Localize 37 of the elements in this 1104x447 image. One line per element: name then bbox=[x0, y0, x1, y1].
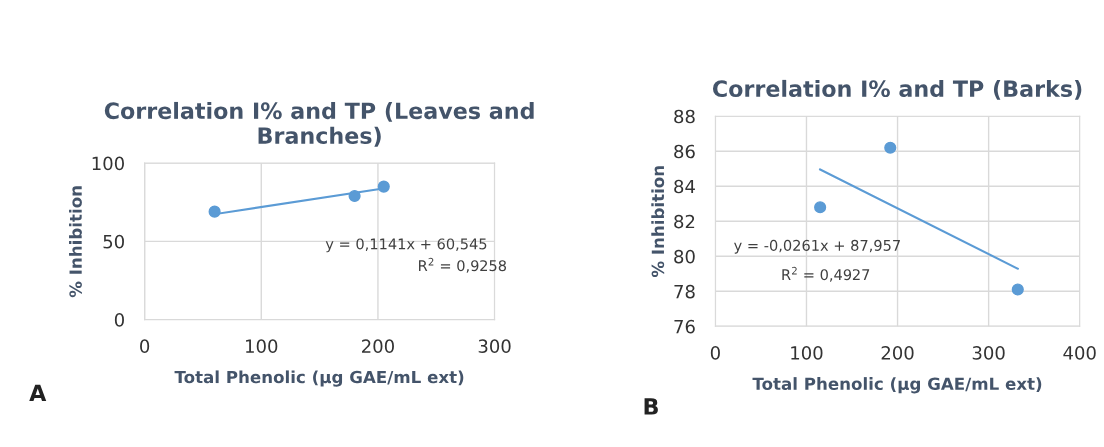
annotation: y = 0,1141x + 60,545 bbox=[325, 238, 487, 253]
x-tick-label: 100 bbox=[791, 346, 823, 360]
text: A bbox=[29, 384, 47, 401]
y-tick-label: 86 bbox=[674, 144, 695, 159]
x-tick-label: 0 bbox=[140, 339, 150, 354]
x-axis-title: Total Phenolic (µg GAE/mL ext) bbox=[174, 370, 464, 387]
y-tick-label: 76 bbox=[674, 319, 695, 334]
point bbox=[884, 141, 897, 154]
y-tick-label: 0 bbox=[114, 313, 124, 327]
y-axis-title: % Inhibition bbox=[651, 166, 665, 278]
point bbox=[377, 180, 390, 193]
annotation: y = -0,0261x + 87,957 bbox=[734, 239, 900, 254]
x-tick-label: 300 bbox=[478, 339, 511, 354]
x-tick-label: 100 bbox=[246, 339, 278, 354]
x-tick-label: 200 bbox=[881, 346, 914, 360]
y-tick-label: 84 bbox=[674, 179, 695, 194]
chart-title: Correlation I% and TP (Leaves and Branches) bbox=[104, 101, 534, 147]
x-tick-label: 0 bbox=[710, 346, 720, 360]
point bbox=[1011, 283, 1024, 296]
text: B bbox=[644, 398, 658, 415]
x-axis-title: Total Phenolic (µg GAE/mL ext) bbox=[752, 377, 1042, 394]
annotation: R$^{2}$ = 0,4927 bbox=[782, 266, 870, 282]
point bbox=[814, 201, 827, 214]
point bbox=[348, 189, 361, 203]
y-tick-label: 82 bbox=[674, 214, 695, 229]
x-tick-label: 200 bbox=[362, 339, 394, 354]
point bbox=[208, 205, 221, 218]
y-tick-label: 78 bbox=[674, 284, 695, 299]
y-tick-label: 88 bbox=[674, 109, 695, 124]
y-tick-label: 100 bbox=[92, 156, 124, 171]
y-tick-label: 50 bbox=[103, 234, 124, 249]
x-tick-label: 400 bbox=[1063, 346, 1096, 360]
y-tick-label: 80 bbox=[674, 249, 695, 264]
chart-title: Correlation I% and TP (Barks) bbox=[712, 79, 1082, 100]
x-tick-label: 300 bbox=[972, 346, 1005, 360]
annotation: R$^{2}$ = 0,9258 bbox=[419, 257, 507, 273]
y-axis-title: % Inhibition bbox=[69, 186, 82, 298]
